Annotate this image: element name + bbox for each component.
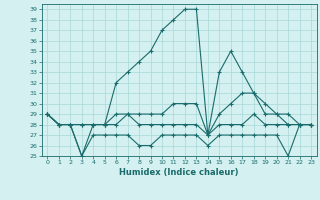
X-axis label: Humidex (Indice chaleur): Humidex (Indice chaleur) <box>119 168 239 177</box>
